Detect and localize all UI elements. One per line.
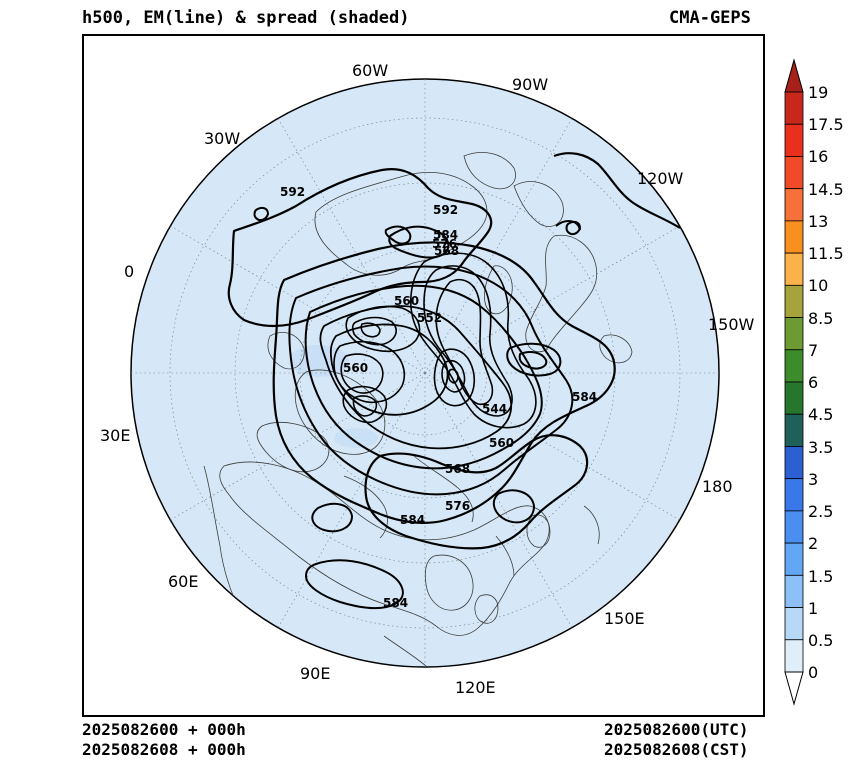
contour-label: 568 xyxy=(445,462,470,476)
colorbar-box xyxy=(784,156,804,190)
colorbar-tick-label: 7 xyxy=(808,341,818,360)
contour-label: 584 xyxy=(383,596,408,610)
colorbar-box xyxy=(784,542,804,576)
lon-label-60e: 60E xyxy=(168,572,198,591)
colorbar-box xyxy=(784,91,804,125)
lon-label-0: 0 xyxy=(124,262,134,281)
contour-labels: 592 592 584 576 568 560 552 560 544 560 … xyxy=(280,185,597,610)
colorbar-tick-label: 4.5 xyxy=(808,405,833,424)
em-contours xyxy=(227,152,681,609)
map-title: h500, EM(line) & spread (shaded) xyxy=(82,8,410,28)
colorbar-box xyxy=(784,220,804,254)
colorbar-tick-label: 6 xyxy=(808,373,818,392)
colorbar-box xyxy=(784,123,804,157)
contour-label: 560 xyxy=(489,436,514,450)
colorbar-tick-label: 11.5 xyxy=(808,244,844,263)
utc-time-label: 2025082600(UTC) xyxy=(604,720,749,739)
colorbar-tick-label: 1 xyxy=(808,599,818,618)
lon-label-90w: 90W xyxy=(512,75,548,94)
colorbar-tick-label: 10 xyxy=(808,276,828,295)
colorbar-tick-label: 17.5 xyxy=(808,115,844,134)
map-frame: 592 592 584 576 568 560 552 560 544 560 … xyxy=(82,34,765,717)
colorbar-box xyxy=(784,381,804,415)
lon-label-120w: 120W xyxy=(637,169,684,188)
lon-label-30w: 30W xyxy=(204,129,240,148)
colorbar-tick-label: 1.5 xyxy=(808,567,833,586)
contour-label: 584 xyxy=(433,228,458,242)
lon-label-120e: 120E xyxy=(455,678,496,697)
colorbar-box xyxy=(784,252,804,286)
lon-label-180: 180 xyxy=(702,477,733,496)
colorbar-tick-label: 8.5 xyxy=(808,309,833,328)
colorbar-top-arrow xyxy=(784,58,804,93)
contour-label: 592 xyxy=(280,185,305,199)
init-time-label: 2025082600 + 000h xyxy=(82,720,246,739)
contour-label: 584 xyxy=(400,513,425,527)
colorbar-tick-label: 14.5 xyxy=(808,180,844,199)
polar-map: 592 592 584 576 568 560 552 560 544 560 … xyxy=(100,61,755,697)
colorbar-box xyxy=(784,510,804,544)
contour-label: 560 xyxy=(394,294,419,308)
lon-label-30e: 30E xyxy=(100,426,130,445)
contour-label: 544 xyxy=(482,402,507,416)
lon-label-90e: 90E xyxy=(300,664,330,683)
colorbar-box xyxy=(784,188,804,222)
contour-label: 576 xyxy=(432,237,457,251)
contour-label: 584 xyxy=(572,390,597,404)
cst-time-label: 2025082608(CST) xyxy=(604,740,749,759)
colorbar-tick-label: 13 xyxy=(808,212,828,231)
contour-label: 568 xyxy=(434,244,459,258)
colorbar-box xyxy=(784,446,804,480)
colorbar-tick-label: 0 xyxy=(808,663,818,682)
colorbar-bottom-arrow xyxy=(784,671,804,706)
colorbar-tick-label: 16 xyxy=(808,147,828,166)
lon-label-60w: 60W xyxy=(352,61,388,80)
longitude-labels: 60W 90W 30W 120W 0 150W 30E 180 60E 150E… xyxy=(100,61,755,697)
colorbar-tick-label: 3 xyxy=(808,470,818,489)
colorbar-tick-label: 0.5 xyxy=(808,631,833,650)
colorbar-tick-label: 19 xyxy=(808,83,828,102)
colorbar-box xyxy=(784,284,804,318)
colorbar-box xyxy=(784,574,804,608)
local-time-label: 2025082608 + 000h xyxy=(82,740,246,759)
colorbar-tick-label: 2 xyxy=(808,534,818,553)
colorbar-tick-label: 2.5 xyxy=(808,502,833,521)
contour-label: 592 xyxy=(433,203,458,217)
contour-label: 560 xyxy=(343,361,368,375)
model-name: CMA-GEPS xyxy=(669,8,751,28)
colorbar-box xyxy=(784,478,804,512)
colorbar-tick-label: 3.5 xyxy=(808,438,833,457)
contour-label: 552 xyxy=(417,311,442,325)
colorbar-box xyxy=(784,413,804,447)
lon-label-150e: 150E xyxy=(604,609,645,628)
colorbar-box xyxy=(784,317,804,351)
colorbar-box xyxy=(784,639,804,673)
lon-label-150w: 150W xyxy=(708,315,755,334)
colorbar-box xyxy=(784,349,804,383)
contour-label: 576 xyxy=(445,499,470,513)
colorbar-box xyxy=(784,607,804,641)
